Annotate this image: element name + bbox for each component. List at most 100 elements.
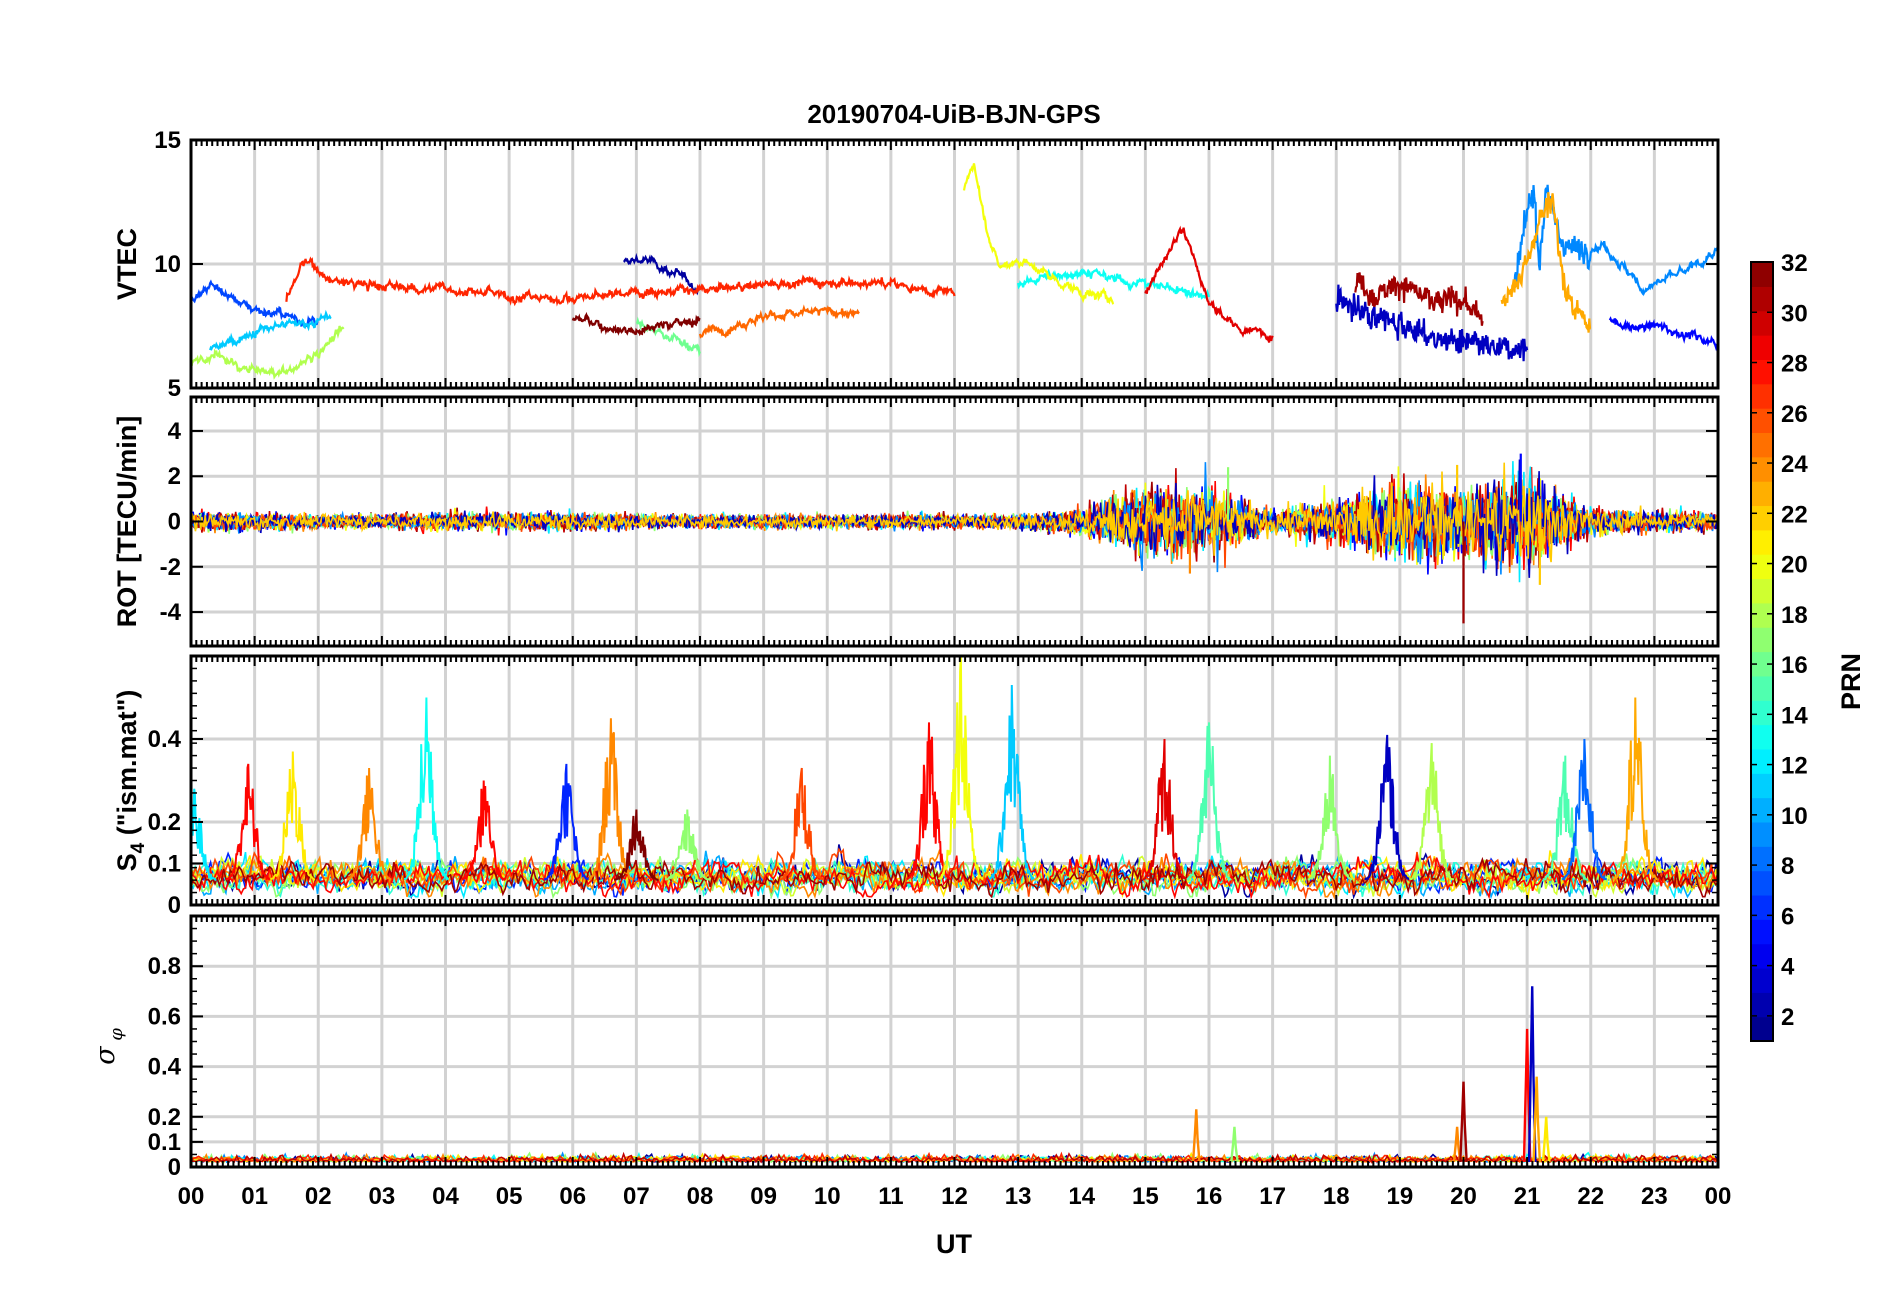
x-tick-label: 00	[178, 1183, 205, 1210]
x-tick-label: 05	[496, 1183, 523, 1210]
colorbar-band	[1751, 943, 1773, 969]
x-tick-label: 12	[941, 1183, 968, 1210]
x-tick-label: 10	[814, 1183, 841, 1210]
colorbar-band	[1751, 748, 1773, 774]
x-axis-label: UT	[936, 1229, 972, 1259]
colorbar-band	[1751, 627, 1773, 653]
s4-burst	[543, 763, 590, 881]
colorbar-band	[1751, 432, 1773, 458]
rot-series-group	[191, 453, 1718, 624]
s4-burst	[1186, 722, 1232, 881]
y-tick-label: 5	[168, 375, 181, 402]
x-tick-label: 16	[1196, 1183, 1223, 1210]
y-tick-label: 0.1	[148, 1129, 181, 1156]
colorbar-band	[1751, 529, 1773, 555]
s4-burst	[613, 809, 659, 881]
colorbar-tick-label: 30	[1781, 300, 1808, 327]
colorbar-band	[1751, 700, 1773, 726]
vtec-series-prn-29	[1144, 225, 1274, 343]
vtec-series-prn-32	[571, 311, 701, 337]
colorbar-band	[1751, 359, 1773, 385]
colorbar-tick-label: 32	[1781, 250, 1808, 277]
s4-burst	[269, 751, 316, 881]
colorbar-band	[1751, 262, 1773, 287]
colorbar-tick-label: 14	[1781, 702, 1808, 729]
vtec-series-prn-31	[1354, 272, 1484, 326]
colorbar-band	[1751, 992, 1773, 1018]
x-axis-tick-labels: 00 01 02 03 04 05 06 07 08 09 10 11 12 13 14 15 16 17 18 19…	[178, 1183, 1732, 1210]
y-axis-label-s4: S4 ("ism.mat")	[112, 690, 149, 872]
sigma-peak	[1541, 1116, 1551, 1163]
y-tick-label: 0	[168, 1154, 181, 1181]
y-tick-label: 15	[154, 127, 181, 154]
vtec-series-prn-18	[191, 325, 345, 380]
colorbar-tick-label: 10	[1781, 803, 1808, 830]
sigma-peak	[1452, 1126, 1462, 1163]
panel-vtec: 5 10 15 VTEC	[112, 127, 1720, 402]
y-tick-label: 0.1	[148, 851, 181, 878]
vtec-series-prn-11	[209, 309, 332, 351]
vtec-series-prn-27	[285, 256, 956, 307]
colorbar-frame	[1750, 261, 1774, 1042]
colorbar-band	[1751, 651, 1773, 677]
y-tick-label: 0.8	[148, 953, 181, 980]
colorbar-band	[1751, 894, 1773, 920]
sigma-peak	[1191, 1109, 1201, 1163]
colorbar-tick-label: 2	[1781, 1004, 1794, 1031]
sigma-peak	[1532, 1076, 1542, 1163]
x-tick-label: 18	[1323, 1183, 1350, 1210]
colorbar-band	[1751, 797, 1773, 823]
x-tick-label: 20	[1450, 1183, 1477, 1210]
colorbar-tick-label: 18	[1781, 602, 1808, 629]
colorbar-tick-label: 8	[1781, 853, 1794, 880]
sigma-peak	[1459, 1081, 1468, 1163]
colorbar-band	[1751, 675, 1773, 701]
colorbar-tick-label: 16	[1781, 652, 1808, 679]
figure-title: 20190704-UiB-BJN-GPS	[807, 99, 1100, 129]
s4-burst	[779, 767, 825, 881]
sigma-peak	[1230, 1126, 1239, 1163]
vtec-series-prn-20	[962, 163, 1115, 305]
y-tick-label: 0.2	[148, 1104, 181, 1131]
x-tick-label: 15	[1132, 1183, 1159, 1210]
x-tick-label: 13	[1005, 1183, 1032, 1210]
vtec-series-prn-7	[191, 279, 319, 328]
vtec-series-prn-25	[698, 304, 860, 339]
s4-burst	[1141, 738, 1187, 881]
colorbar-band	[1751, 554, 1773, 580]
x-tick-label: 01	[241, 1183, 268, 1210]
x-tick-label: 02	[305, 1183, 332, 1210]
x-tick-label: 09	[750, 1183, 777, 1210]
colorbar-band	[1751, 967, 1773, 993]
s4-burst	[225, 763, 271, 881]
x-tick-label: 06	[559, 1183, 586, 1210]
s4-burst	[191, 788, 217, 881]
panel-s4: 0 0.1 0.2 0.4S4 ("ism.mat")	[112, 654, 1720, 919]
y-axis-label-vtec: VTEC	[112, 228, 142, 300]
s4-burst	[1562, 738, 1607, 881]
colorbar-tick-label: 12	[1781, 753, 1808, 780]
s4-burst	[1542, 755, 1589, 881]
vtec-series-prn-23	[1500, 192, 1592, 333]
y-axis-label-rot: ROT [TECU/min]	[112, 416, 142, 627]
vtec-series-group	[191, 163, 1718, 380]
colorbar-band	[1751, 578, 1773, 604]
s4-burst	[1613, 697, 1658, 881]
s4-burst	[461, 780, 507, 881]
s4-burst	[403, 697, 450, 882]
x-tick-label: 19	[1387, 1183, 1414, 1210]
x-tick-label: 07	[623, 1183, 650, 1210]
vtec-series-prn-3	[1335, 284, 1529, 362]
colorbar-band	[1751, 773, 1773, 799]
vtec-series-prn-5	[1608, 316, 1718, 352]
y-tick-label: 10	[154, 251, 181, 278]
s4-burst	[346, 767, 392, 881]
y-tick-label: 4	[168, 418, 182, 445]
colorbar-band	[1751, 724, 1773, 750]
x-tick-label: 23	[1641, 1183, 1668, 1210]
panel-sigma-phi: 00.10.2 0.4 0.6 0.8 σ φ	[90, 914, 1720, 1181]
s4-burst	[664, 809, 710, 881]
x-tick-label: 14	[1068, 1183, 1095, 1210]
